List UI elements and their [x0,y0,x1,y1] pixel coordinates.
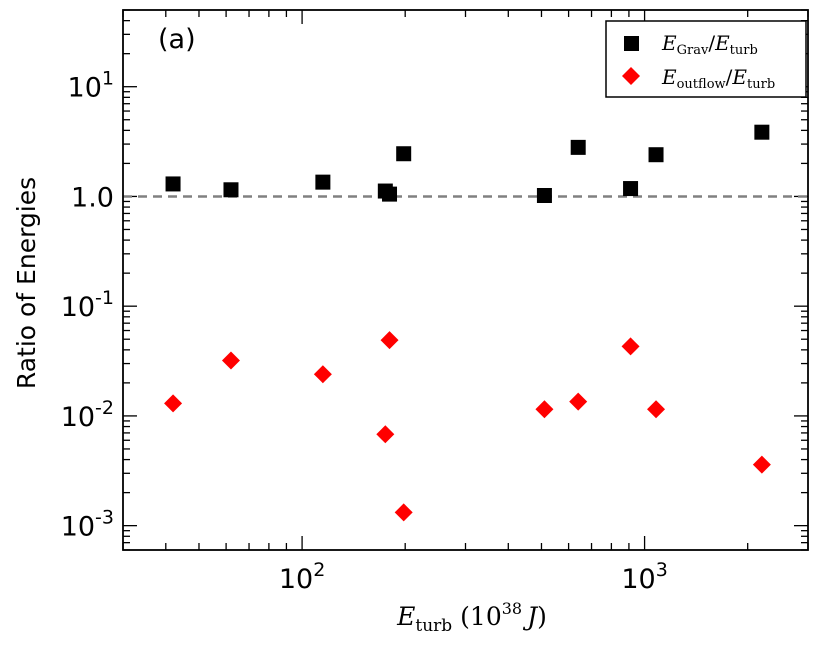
y-tick-label-4: 101 [68,68,114,104]
y-axis-title: Ratio of Energies [12,177,41,389]
marker-outflow-7 [569,392,588,411]
panel-label: (a) [158,24,196,55]
marker-outflow-3 [376,425,395,444]
plot-frame [122,9,809,551]
y-tick-label-0: 10-3 [61,507,114,543]
x-axis-units-suffix: ) [537,602,547,631]
marker-outflow-10 [752,455,771,474]
legend-outflow-num: E [661,65,677,89]
x-tick-label-1: 103 [621,559,667,595]
x-tick-label-0: 102 [279,559,325,595]
legend: EGrav/Eturb Eoutflow/Eturb [605,20,807,98]
x-axis-units-symbol: J [522,602,539,631]
marker-grav-6 [536,187,552,203]
y-tick-label-2: 10-1 [61,287,114,323]
marker-grav-0 [165,176,181,192]
marker-grav-2 [315,174,331,190]
marker-grav-4 [382,186,398,202]
marker-outflow-6 [535,400,554,419]
marker-grav-9 [648,147,664,163]
x-axis-units-prefix: (10 [460,602,502,631]
marker-outflow-2 [313,365,332,384]
marker-outflow-9 [647,400,666,419]
legend-diamond-icon [622,67,640,85]
legend-outflow-num-sub: outflow [677,77,726,92]
tick-labels: 102 103 10-3 10-2 10-1 1.0 101 [61,68,668,595]
marker-grav-8 [623,181,639,197]
legend-outflow-den-sub: turb [747,77,775,92]
legend-outflow-den: E [731,65,747,89]
marker-grav-1 [223,182,239,198]
x-axis-title: Eturb (1038 J) [396,599,547,636]
marker-outflow-8 [621,337,640,356]
marker-grav-5 [396,146,412,162]
marker-outflow-0 [164,394,183,413]
marker-outflow-1 [221,351,240,370]
marker-grav-7 [570,139,586,155]
legend-entry-outflow: Eoutflow/Eturb [661,65,775,92]
legend-grav-den-sub: turb [730,43,758,58]
x-axis-symbol: E [396,602,415,631]
data-markers [164,124,771,522]
marker-grav-10 [754,124,770,140]
legend-square-icon [624,36,639,51]
legend-box [605,20,807,98]
y-tick-label-3: 1.0 [71,182,114,213]
y-tick-label-1: 10-2 [61,397,114,433]
x-axis-units-exponent: 38 [502,599,522,618]
legend-entry-grav: EGrav/Eturb [661,31,758,58]
legend-grav-num: E [661,31,677,55]
marker-outflow-4 [380,331,399,350]
legend-grav-den: E [714,31,730,55]
marker-outflow-5 [394,503,413,522]
x-axis-subscript: turb [415,616,452,636]
legend-grav-num-sub: Grav [677,43,709,58]
